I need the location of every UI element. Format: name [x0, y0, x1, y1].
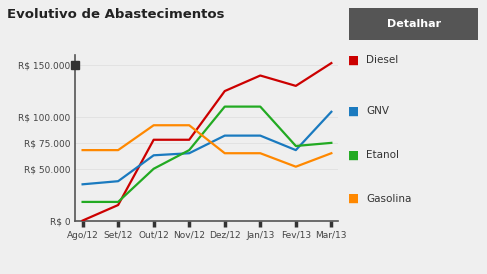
Text: Etanol: Etanol — [366, 150, 399, 160]
Text: ■: ■ — [348, 104, 359, 118]
Text: Evolutivo de Abastecimentos: Evolutivo de Abastecimentos — [7, 8, 225, 21]
Text: Detalhar: Detalhar — [387, 19, 441, 29]
Text: GNV: GNV — [366, 106, 389, 116]
Text: ■: ■ — [348, 192, 359, 205]
Text: ■: ■ — [348, 148, 359, 161]
Text: Diesel: Diesel — [366, 55, 398, 65]
Text: ■: ■ — [348, 54, 359, 67]
Text: Gasolina: Gasolina — [366, 194, 412, 204]
